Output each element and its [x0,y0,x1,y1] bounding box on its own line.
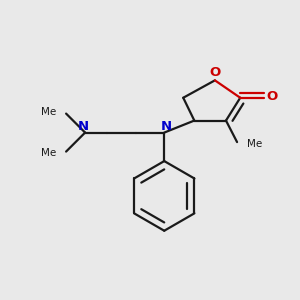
Text: Me: Me [41,148,57,158]
Text: N: N [160,120,171,134]
Text: O: O [209,66,220,79]
Text: Me: Me [247,139,262,149]
Text: N: N [78,120,89,134]
Text: O: O [266,90,278,103]
Text: Me: Me [41,107,57,117]
